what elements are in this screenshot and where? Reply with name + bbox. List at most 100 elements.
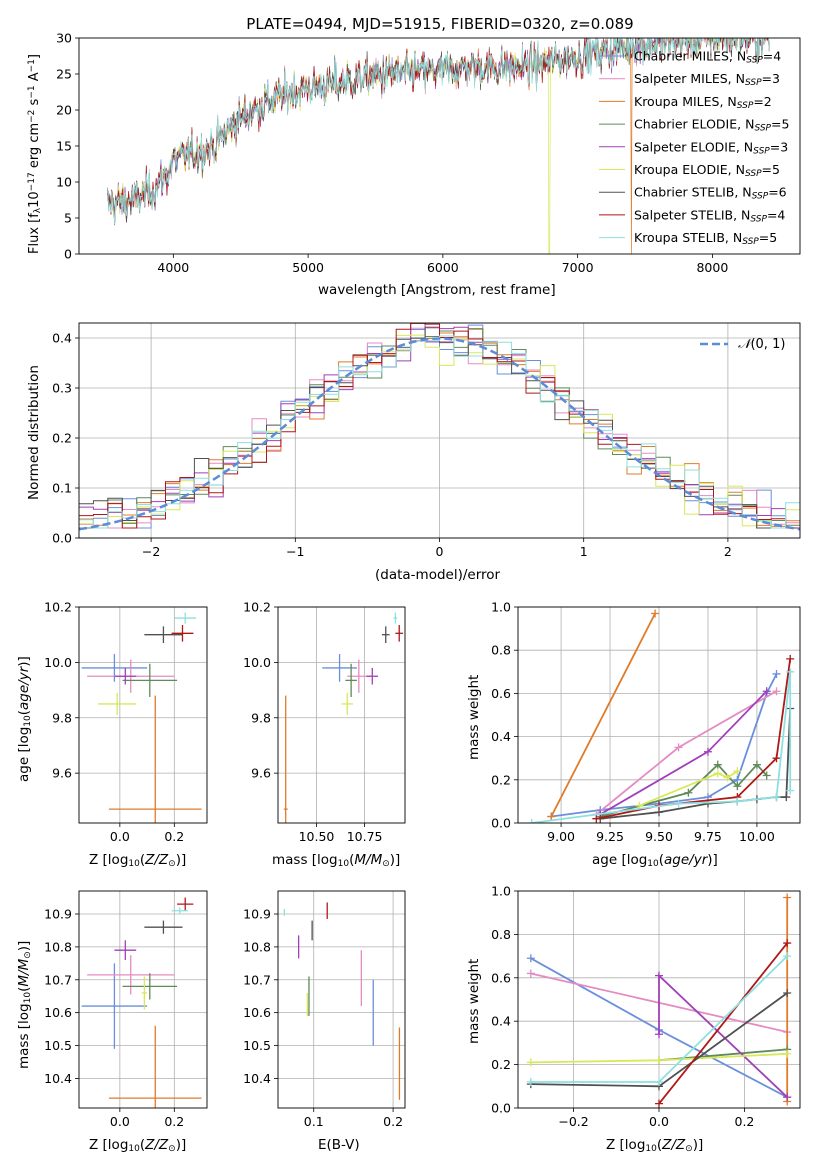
weight-marker-kroupa_stelib [526,1077,535,1086]
x-tick-label: −0.2 [558,1114,588,1129]
weight-marker-kroupa_elodie [713,769,722,778]
legend-label: 𝒩(0, 1) [738,337,785,352]
x-axis-label: Z [log10(Z/Z⊙)] [89,852,186,869]
x-tick-label: −2 [142,544,160,559]
y-tick-label: 0.2 [52,431,72,446]
axes-frame [517,890,801,1109]
x-tick-label: 0.2 [383,1114,403,1129]
x-tick-label: 2 [724,544,732,559]
y-tick-label: 9.6 [251,766,271,781]
x-tick-label: 0.2 [164,829,184,844]
x-tick-label: 4000 [157,260,189,275]
weight-marker-salpeter_miles [674,743,683,752]
mass_weight_vs_age-plot-area [527,609,795,823]
weight-marker-salpeter_miles [526,969,535,978]
legend-label: Kroupa STELIB, NSSP=5 [634,230,777,247]
weight-marker-kroupa_stelib [527,819,536,823]
y-tick-label: 0.1 [52,481,72,496]
y-tick-label: 20 [56,103,72,118]
y-axis-label: Normed distribution [26,365,42,500]
weight-marker-kroupa_stelib [674,799,683,808]
residuals-plot-area [79,323,800,531]
weight-marker-chabrier_elodie [733,782,742,791]
age_vs_mass-plot-area [283,612,404,823]
x-axis-label: (data-model)/error [375,567,501,583]
age_vs_mass-panel: 10.50 10.75 9.6 9.8 10.0 10.2 mass [log10(M/M⊙… [243,600,406,869]
weight-marker-salpeter_stelib [592,814,601,823]
x-tick-label: 7000 [562,260,594,275]
y-tick-label: 10.8 [44,939,72,954]
normal-curve [79,337,800,531]
weight-line-kroupa_miles [550,613,656,817]
weight-marker-kroupa_stelib [786,786,795,795]
weight-marker-chabrier_elodie [684,788,693,797]
y-tick-label: 10.6 [44,1005,72,1020]
y-tick-label: 0 [64,247,72,262]
weight-marker-chabrier_elodie [713,760,722,769]
weight-marker-chabrier_elodie [762,771,771,780]
x-axis-label: E(B-V) [318,1137,360,1153]
legend-label: Chabrier ELODIE, NSSP=5 [634,117,789,134]
y-tick-label: 0.0 [491,816,511,831]
x-tick-label: 9.75 [694,829,722,844]
mass_vs_EBV-panel: 0.1 0.2 10.4 10.5 10.6 10.7 10.8 10.9 E(B-V) [243,890,406,1153]
mass_weight_vs_age-panel: 9.00 9.25 9.50 9.75 10.00 0.0 0.2 0.4 0.6 0.8 1.0 a… [466,600,801,869]
legend-label: Kroupa ELODIE, NSSP=5 [634,162,780,179]
y-tick-label: 9.8 [251,710,271,725]
y-tick-label: 9.8 [52,710,72,725]
x-tick-label: 10.00 [739,829,775,844]
age_vs_Z-panel: 0.0 0.2 9.6 9.8 10.0 10.2 Z [log10(Z/Z⊙)] age [… [16,600,208,869]
axes-frame [78,606,208,824]
y-tick-label: 0.4 [491,729,511,744]
y-tick-label: 10.5 [243,1038,271,1053]
y-axis-label: mass weight [466,675,482,760]
x-tick-label: 0.0 [110,1114,130,1129]
y-tick-label: 0.2 [491,1057,511,1072]
weight-marker-kroupa_miles [651,609,660,618]
weight-marker-salpeter_elodie [655,971,663,980]
y-tick-label: 0.6 [491,686,511,701]
x-tick-label: 0.2 [735,1114,755,1129]
y-tick-label: 10.4 [243,1071,271,1086]
x-axis-label: mass [log10(M/M⊙)] [272,852,400,869]
y-tick-label: 0.8 [491,643,511,658]
weight-marker-kroupa_stelib [783,952,792,961]
y-tick-label: 10.8 [243,939,271,954]
figure-panels: 4000 5000 6000 7000 8000051015202530Chabrier… [16,31,801,1154]
figure-title: PLATE=0494, MJD=51915, FIBERID=0320, z=0… [246,15,633,33]
y-tick-label: 10.9 [243,907,271,922]
histogram-salpeter_stelib [79,323,800,529]
histogram-chabrier_stelib [79,327,800,529]
axes-frame [78,890,208,1109]
spectrum-line-kroupa_stelib [106,38,770,225]
spectrum-panel: 4000 5000 6000 7000 8000 0 5 10 15 20 25 30 Chabrier… [27,31,801,298]
y-tick-label: 10 [56,175,72,190]
y-tick-label: 10.7 [243,972,271,987]
y-axis-label: age [log10(age/yr)] [16,656,33,782]
weight-marker-chabrier_elodie [752,760,761,769]
weight-marker-salpeter_stelib [783,939,792,948]
legend-label: Chabrier MILES, NSSP=4 [634,49,781,66]
weight-marker-salpeter_elodie [655,1030,663,1039]
spectrum-plot-area [106,38,770,254]
weight-marker-salpeter_miles [772,687,781,696]
y-tick-label: 10.6 [243,1005,271,1020]
weight-marker-kroupa_stelib [733,797,742,806]
weight-marker-kroupa_stelib [655,1077,663,1086]
age_vs_Z-plot-area [81,612,202,823]
x-tick-label: 9.00 [547,829,575,844]
weight-marker-salpeter_elodie [703,747,712,756]
mass_weight_vs_Z-panel: −0.2 0.0 0.2 0.0 0.2 0.4 0.6 0.8 1.0 Z [log10(Z/Z… [466,884,801,1154]
x-tick-label: 10.50 [299,829,335,844]
y-tick-label: 0.0 [52,531,72,546]
weight-line-kroupa_elodie [639,770,738,807]
y-tick-label: 10.2 [44,600,72,615]
y-tick-label: 25 [56,67,72,82]
x-tick-label: 0.2 [164,1114,184,1129]
histogram-kroupa_elodie [79,334,800,529]
weight-marker-kroupa_elodie [783,1049,792,1058]
x-tick-label: 1 [580,544,588,559]
weight-marker-kroupa_elodie [526,1058,535,1067]
weight-marker-chabrier_miles [526,954,535,963]
mass_vs_EBV-plot-area [283,902,401,1100]
